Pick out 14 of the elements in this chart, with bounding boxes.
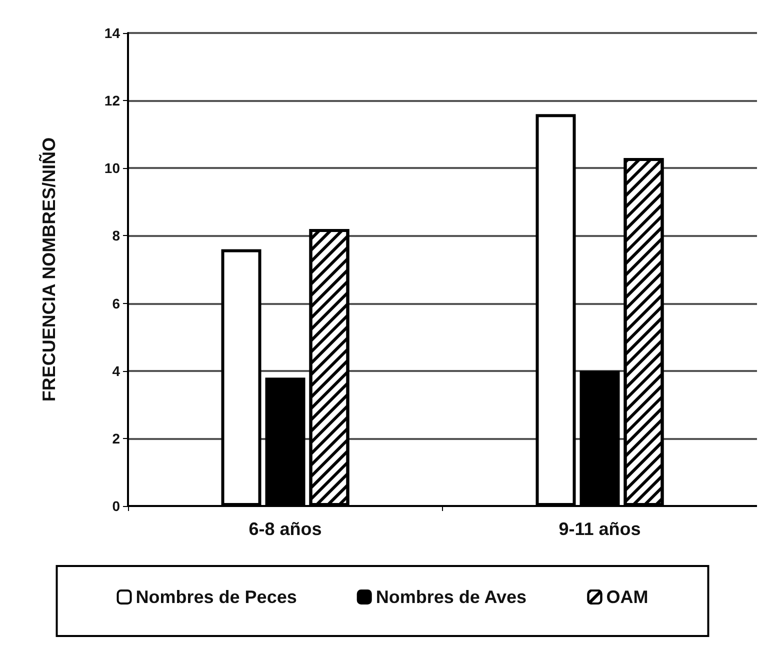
y-tick-label: 2 xyxy=(112,430,120,446)
y-tick-label: 12 xyxy=(104,92,120,109)
y-axis-title: FRECUENCIA NOMBRES/NIÑO xyxy=(38,137,59,402)
legend-label: Nombres de Peces xyxy=(136,587,297,607)
legend-label: Nombres de Aves xyxy=(376,587,527,607)
x-tick-label: 9-11 años xyxy=(558,519,641,539)
legend-label: OAM xyxy=(606,587,648,607)
y-tick-label: 14 xyxy=(104,25,120,41)
y-tick-label: 6 xyxy=(112,295,120,312)
y-tick-label: 8 xyxy=(112,228,120,244)
y-tick-label: 0 xyxy=(112,498,120,514)
y-tick-label: 10 xyxy=(104,160,120,176)
y-tick-label: 4 xyxy=(112,362,120,379)
x-tick-label: 6-8 años xyxy=(248,519,322,539)
